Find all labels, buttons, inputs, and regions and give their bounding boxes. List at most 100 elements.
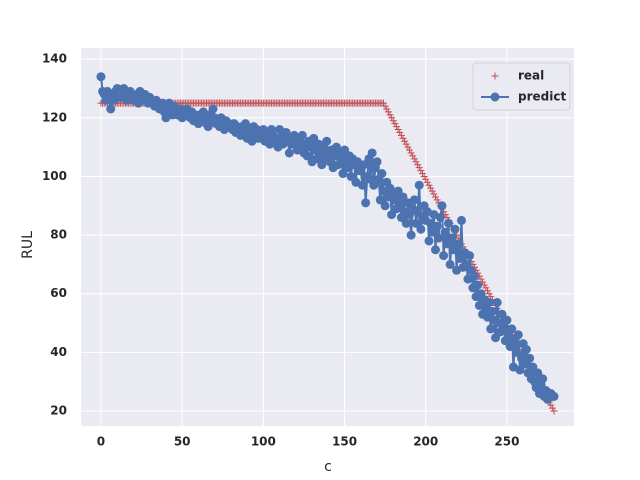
plus-marker (402, 140, 410, 148)
plus-marker (412, 158, 420, 166)
plus-marker (391, 120, 399, 128)
plus-marker (547, 401, 555, 409)
plus-marker (393, 123, 401, 131)
y-tick-label: 20 (50, 404, 67, 418)
plus-marker (548, 404, 556, 412)
circle-marker (507, 324, 517, 334)
plus-marker (433, 196, 441, 204)
x-axis-label: c (324, 459, 332, 475)
legend-label: real (518, 69, 544, 83)
circle-marker (96, 72, 106, 82)
y-tick-label: 100 (42, 169, 67, 183)
circle-marker (473, 280, 483, 290)
plus-marker (406, 146, 414, 154)
y-tick-label: 140 (42, 52, 67, 66)
circle-marker (465, 251, 475, 261)
circle-marker (401, 218, 411, 228)
circle-marker (432, 221, 442, 231)
plus-marker (394, 126, 402, 134)
x-tick-label: 200 (413, 435, 438, 449)
plus-marker (389, 117, 397, 125)
circle-marker (447, 233, 457, 243)
circle-marker (322, 136, 332, 146)
plus-marker (425, 181, 433, 189)
plus-marker (384, 108, 392, 116)
x-tick-label: 50 (174, 435, 191, 449)
plus-marker (477, 275, 485, 283)
circle-marker (490, 92, 500, 102)
plus-marker (381, 102, 389, 110)
circle-marker (406, 230, 416, 240)
circle-marker (450, 224, 460, 234)
plus-marker (417, 167, 425, 175)
plus-marker (386, 111, 394, 119)
circle-marker (525, 353, 535, 363)
plus-marker (431, 193, 439, 201)
circle-marker (208, 104, 218, 114)
plus-marker (407, 149, 415, 157)
legend-label: predict (518, 90, 566, 104)
y-tick-label: 60 (50, 286, 67, 300)
circle-marker (372, 157, 382, 167)
y-tick-label: 120 (42, 110, 67, 124)
x-tick-label: 0 (97, 435, 105, 449)
x-tick-label: 100 (251, 435, 276, 449)
plus-marker (401, 137, 409, 145)
circle-marker (437, 201, 447, 211)
circle-marker (487, 306, 497, 316)
plus-marker (491, 72, 499, 80)
plus-marker (410, 155, 418, 163)
plus-marker (380, 99, 388, 107)
circle-marker (367, 148, 377, 158)
circle-marker (361, 198, 371, 208)
circle-marker (435, 212, 445, 222)
plus-marker (550, 407, 558, 415)
circle-marker (424, 236, 434, 246)
circle-marker (106, 104, 116, 114)
grid (81, 48, 574, 426)
plus-marker (485, 290, 493, 298)
y-axis-label: RUL (20, 231, 36, 259)
plus-marker (388, 114, 396, 122)
plus-marker (420, 172, 428, 180)
plus-marker (482, 284, 490, 292)
y-tick-label: 40 (50, 345, 67, 359)
plus-marker (396, 128, 404, 136)
plus-marker (430, 190, 438, 198)
circle-marker (284, 148, 294, 158)
circle-marker (513, 330, 523, 340)
plus-marker (422, 175, 430, 183)
plus-marker (397, 131, 405, 139)
legend: real predict (472, 62, 571, 111)
plus-marker (427, 184, 435, 192)
circle-marker (439, 251, 449, 261)
circle-marker (521, 344, 531, 354)
circle-marker (409, 195, 419, 205)
circle-marker (440, 227, 450, 237)
plus-marker (383, 105, 391, 113)
circle-marker (377, 169, 387, 179)
plus-marker (483, 287, 491, 295)
plus-marker (399, 134, 407, 142)
circle-marker (456, 215, 466, 225)
plus-marker (415, 164, 423, 172)
circle-marker (486, 324, 496, 334)
plus-marker (423, 178, 431, 186)
circle-marker (445, 259, 455, 269)
plus-marker (414, 161, 422, 169)
circle-marker (492, 298, 502, 308)
circle-marker (416, 224, 426, 234)
plus-marker (404, 143, 412, 151)
circle-marker (434, 233, 444, 243)
circle-marker (430, 245, 440, 255)
circle-marker (502, 315, 512, 325)
y-tick-label: 80 (50, 228, 67, 242)
circle-marker (549, 391, 559, 401)
circle-marker (380, 201, 390, 211)
marks (96, 72, 559, 415)
plus-marker (418, 170, 426, 178)
circle-marker (414, 180, 424, 190)
x-tick-label: 250 (494, 435, 519, 449)
circle-marker (538, 374, 548, 384)
